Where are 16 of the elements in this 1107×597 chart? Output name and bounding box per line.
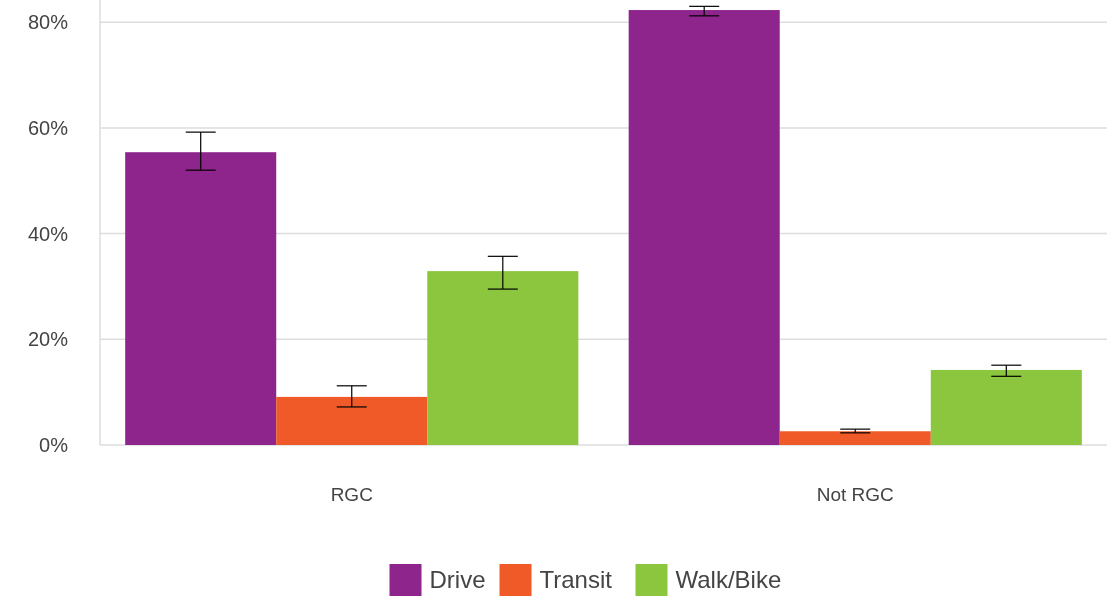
bar bbox=[930, 369, 1082, 445]
legend-label: Drive bbox=[429, 566, 486, 594]
bar bbox=[125, 152, 277, 445]
x-tick-label: Not RGC bbox=[816, 484, 894, 505]
x-tick-label: RGC bbox=[330, 484, 373, 505]
bar bbox=[628, 10, 780, 445]
y-tick-label: 60% bbox=[27, 116, 69, 139]
y-tick-label: 80% bbox=[27, 11, 69, 34]
y-tick-label: 20% bbox=[27, 328, 69, 351]
y-tick-label: 40% bbox=[27, 222, 69, 245]
legend-label: Transit bbox=[539, 566, 613, 594]
bar bbox=[779, 431, 931, 445]
bar bbox=[276, 396, 428, 445]
y-tick-label: 0% bbox=[39, 434, 69, 456]
bar bbox=[427, 271, 579, 445]
legend-label: Walk/Bike bbox=[675, 566, 782, 594]
